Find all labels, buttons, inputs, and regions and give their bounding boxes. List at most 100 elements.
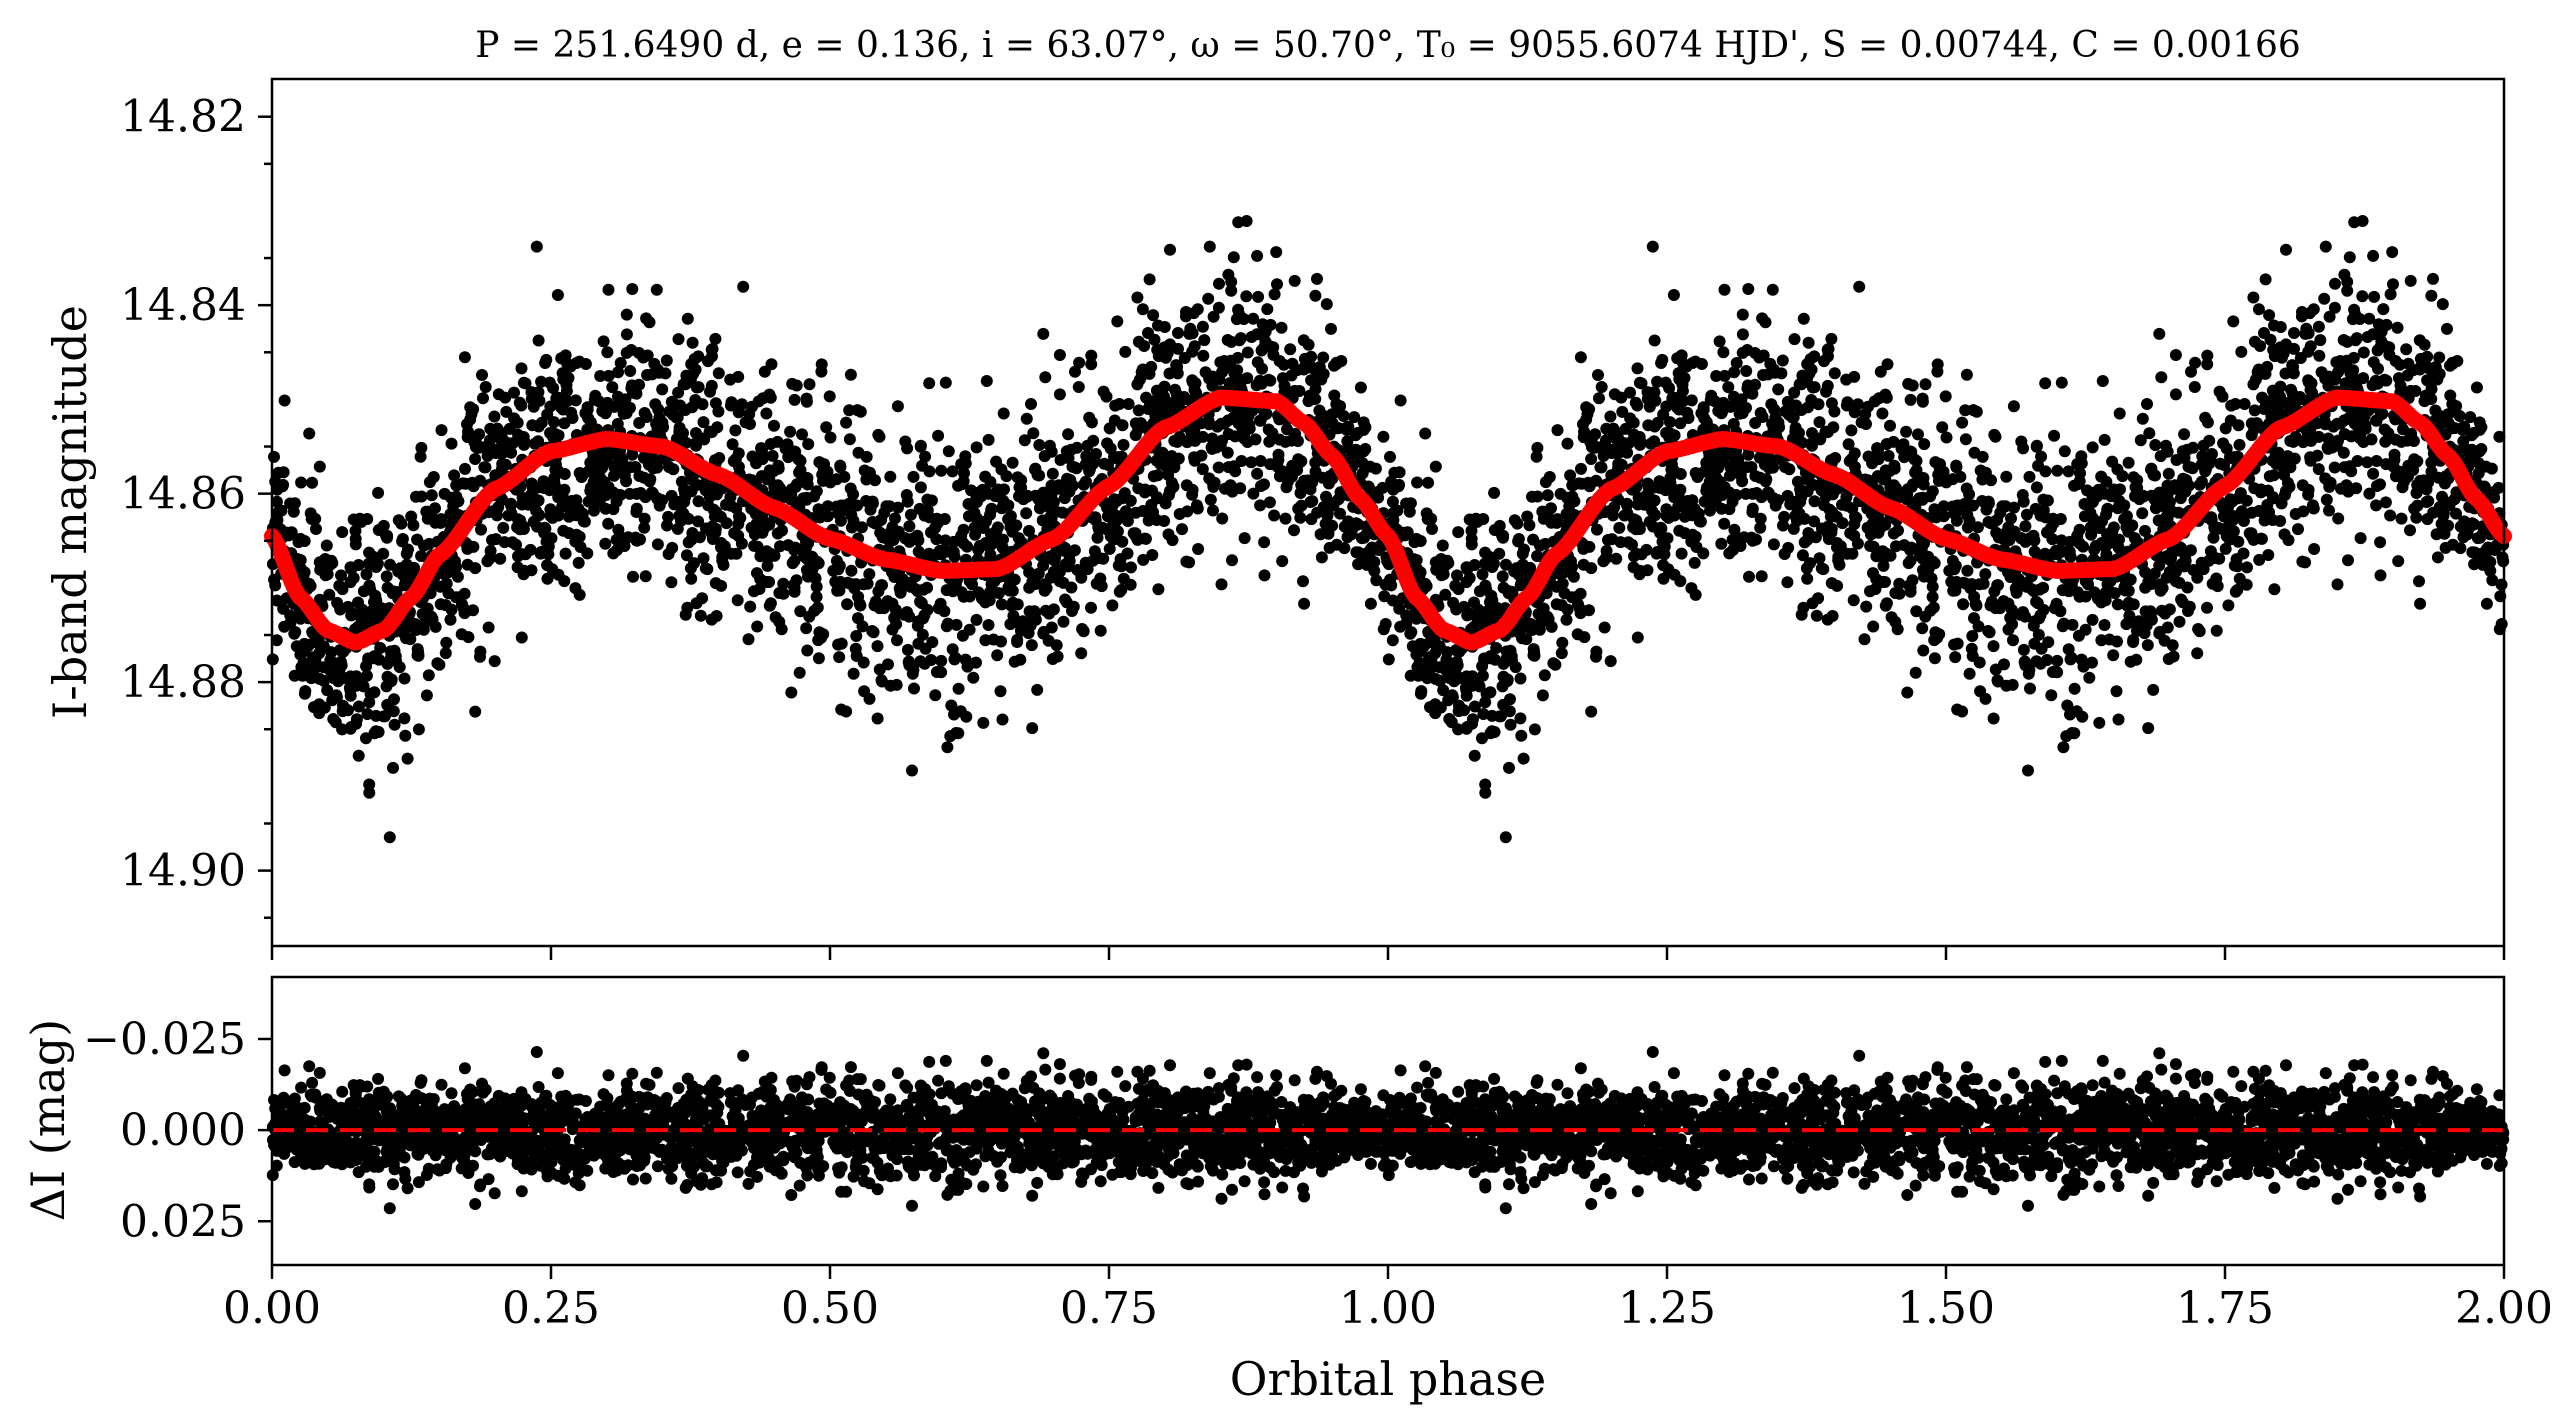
light-curve-point: [1288, 274, 1301, 287]
light-curve-point: [592, 395, 605, 408]
light-curve-point: [448, 469, 461, 482]
light-curve-point: [1413, 656, 1426, 669]
light-curve-point: [1384, 573, 1397, 586]
light-curve-point: [527, 515, 540, 528]
light-curve-point: [803, 378, 816, 391]
light-curve-point: [1094, 522, 1107, 535]
light-curve-point: [1320, 518, 1333, 531]
light-curve-point: [2396, 481, 2409, 494]
light-curve-point: [916, 628, 929, 641]
light-curve-point: [1458, 704, 1470, 717]
light-curve-point: [756, 453, 769, 466]
light-curve-point: [2195, 475, 2208, 488]
light-curve-point: [1268, 288, 1281, 301]
light-curve-point: [1821, 379, 1834, 392]
light-curve-point: [445, 603, 458, 616]
light-curve-point: [786, 377, 799, 390]
light-curve-point: [2322, 476, 2335, 489]
light-curve-point: [299, 685, 312, 698]
light-curve-point: [2178, 428, 2191, 441]
light-curve-point: [1874, 365, 1887, 378]
light-curve-point: [270, 634, 283, 647]
light-curve-point: [689, 437, 701, 450]
light-curve-point: [1901, 686, 1914, 699]
light-curve-point: [1651, 375, 1664, 388]
light-curve-point: [1081, 563, 1094, 576]
light-curve-point: [540, 353, 553, 366]
light-curve-point: [2005, 512, 2017, 525]
light-curve-point: [1851, 398, 1864, 411]
light-curve-point: [2118, 499, 2131, 512]
light-curve-point: [2167, 650, 2180, 663]
light-curve-point: [1629, 396, 1642, 409]
light-curve-point: [1100, 390, 1113, 403]
light-curve-point: [2387, 278, 2399, 291]
light-curve-point: [2077, 540, 2090, 553]
light-curve-point: [2342, 461, 2355, 473]
light-curve-point: [980, 375, 993, 387]
light-curve-point: [1190, 499, 1203, 512]
light-curve-point: [295, 476, 308, 489]
light-curve-point: [1539, 476, 1552, 489]
light-curve-point: [1131, 291, 1144, 304]
light-curve-point: [606, 381, 619, 394]
light-curve-point: [1815, 562, 1828, 575]
light-curve-point: [1419, 427, 1432, 440]
light-curve-point: [1005, 599, 1018, 612]
light-curve-point: [728, 527, 741, 540]
light-curve-point: [724, 373, 737, 386]
light-curve-point: [1966, 630, 1979, 642]
light-curve-point: [646, 486, 658, 499]
light-curve-point: [1251, 249, 1264, 262]
light-curve-point: [766, 449, 779, 462]
light-curve-point: [1754, 512, 1767, 525]
light-curve-point: [1045, 445, 1058, 458]
light-curve-point: [1781, 576, 1794, 589]
light-curve-point: [1279, 512, 1292, 525]
light-curve-point: [1394, 620, 1407, 633]
light-curve-point: [808, 604, 821, 617]
light-curve-point: [686, 336, 699, 349]
light-curve-point: [706, 533, 719, 545]
light-curve-point: [692, 350, 705, 363]
light-curve-point: [1354, 381, 1367, 394]
light-curve-point: [2086, 613, 2099, 626]
light-curve-point: [308, 701, 320, 714]
light-curve-point: [1298, 597, 1311, 610]
light-curve-point: [758, 365, 771, 378]
light-curve-point: [815, 358, 828, 371]
light-curve-point: [2233, 572, 2246, 585]
light-curve-point: [2334, 359, 2347, 372]
light-curve-point: [659, 367, 672, 380]
light-curve-point: [1595, 381, 1608, 393]
light-curve-point: [1226, 554, 1238, 567]
light-curve-point: [795, 494, 808, 507]
light-curve-point: [506, 536, 519, 549]
light-curve-point: [777, 577, 790, 590]
light-curve-point: [608, 469, 620, 482]
light-curve-point: [622, 531, 635, 544]
light-curve-point: [789, 445, 802, 458]
light-curve-point: [2302, 374, 2315, 387]
light-curve-point: [1985, 474, 1997, 487]
light-curve-point: [525, 477, 538, 490]
light-curve-point: [1254, 499, 1267, 512]
light-curve-point: [1840, 399, 1853, 412]
light-curve-point: [2063, 545, 2076, 558]
light-curve-point: [2370, 499, 2383, 512]
light-curve-point: [1072, 381, 1085, 393]
light-curve-point: [1243, 418, 1256, 431]
light-curve-point: [2289, 430, 2302, 443]
light-curve-point: [2111, 598, 2124, 611]
light-curve-point: [1989, 430, 2002, 443]
light-curve-point: [1359, 443, 1372, 455]
light-curve-point: [1124, 494, 1137, 507]
light-curve-point: [1880, 597, 1893, 610]
light-curve-point: [1932, 468, 1945, 481]
light-curve-point: [1085, 358, 1098, 371]
light-curve-point: [1917, 644, 1930, 657]
light-curve-point: [1819, 425, 1832, 438]
light-curve-point: [1152, 583, 1165, 596]
light-curve-point: [1188, 454, 1201, 467]
light-curve-point: [488, 410, 501, 423]
